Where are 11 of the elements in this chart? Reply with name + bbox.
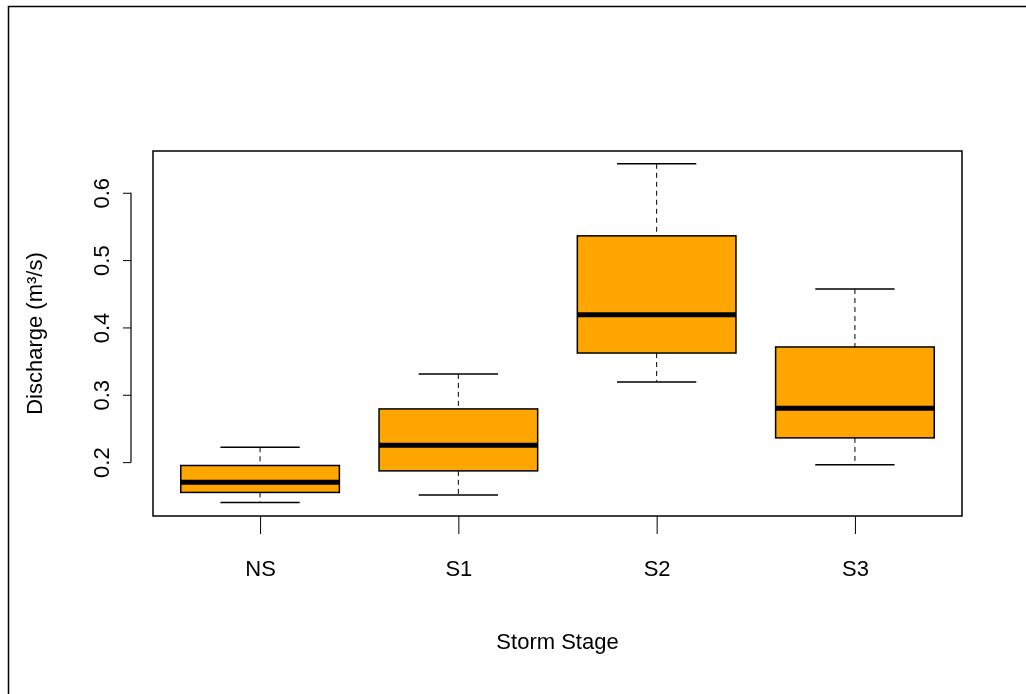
y-tick-label: 0.6 <box>89 177 114 209</box>
x-tick-label: S1 <box>445 555 473 581</box>
y-tick-label: 0.2 <box>89 447 114 478</box>
x-axis-title: Storm Stage <box>496 629 619 654</box>
y-tick-label: 0.5 <box>89 245 114 276</box>
y-tick-label: 0.4 <box>89 312 114 344</box>
y-axis-title: Discharge (m³/s) <box>22 252 47 415</box>
x-tick-label: S3 <box>841 555 869 581</box>
x-tick-label: NS <box>245 555 276 581</box>
x-tick-label: S2 <box>643 555 671 581</box>
y-tick-label: 0.3 <box>89 379 114 411</box>
